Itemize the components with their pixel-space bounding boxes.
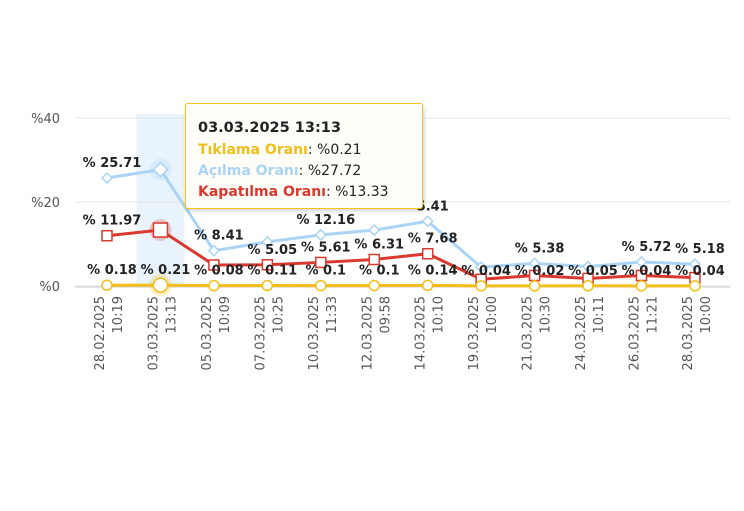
data-point [528,257,541,270]
series-line [106,283,695,288]
data-label: % 7.68 [408,232,458,247]
x-tick-time: 10:11 [592,296,607,333]
x-tick-time: 10:19 [111,296,126,333]
x-tick-date: 21.03.2025 [521,296,536,370]
y-tick-label: %20 [31,196,60,211]
data-point [315,256,327,269]
data-point [261,279,274,292]
tooltip-series-name: Kapatılma Oranı [198,184,326,200]
tooltip-series-name: Tıklama Oranı [198,142,308,158]
x-tick-time: 09:58 [378,296,393,333]
data-label: % 0.04 [622,264,672,279]
x-tick-time: 11:21 [646,296,661,333]
x-tick-date: 26.03.2025 [628,296,643,370]
data-point [368,253,380,266]
data-label: % 0.18 [87,263,137,278]
data-point [152,161,169,178]
hover-band [136,114,185,286]
x-tick-date: 10.03.2025 [307,296,322,370]
data-point [314,228,327,241]
tooltip-series-value: : %27.72 [298,163,362,179]
data-label: % 11.97 [83,214,142,229]
x-tick-date: 07.03.2025 [253,296,268,370]
x-tick-time: 10:00 [699,296,714,333]
data-point [635,255,648,269]
tooltip-row-tiklama: Tıklama Oranı: %0.21 [198,140,410,161]
data-point [100,171,114,185]
data-label: 5.41 [417,199,449,214]
x-tick-time: 10:00 [485,296,500,333]
tooltip-series-name: Açılma Oranı [198,163,299,179]
x-tick-date: 24.03.2025 [574,296,589,370]
data-label: % 0.04 [675,264,725,279]
x-tick-date: 28.03.2025 [681,296,696,370]
data-label: % 0.05 [568,264,618,279]
data-point [207,244,220,257]
x-tick-date: 28.02.2025 [93,296,108,370]
data-point [421,215,434,228]
data-point [208,279,220,292]
data-point [688,258,702,271]
data-label: % 5.61 [301,240,351,255]
x-tick-date: 05.03.2025 [200,296,215,370]
tooltip-series-value: : %0.21 [307,142,362,158]
series-line [106,168,696,269]
data-point [101,229,113,242]
data-point [315,279,327,292]
data-label: % 0.11 [248,264,298,279]
data-label: % 0.08 [194,264,244,279]
data-label: % 25.71 [83,156,142,171]
data-point [368,224,381,237]
data-point [689,280,701,292]
data-label: % 0.04 [461,264,511,279]
data-label: % 8.41 [194,229,244,244]
series-line [106,228,696,281]
data-label: % 5.05 [248,243,298,258]
x-tick-date: 19.03.2025 [467,296,482,370]
x-tick-date: 12.03.2025 [360,296,375,370]
data-point [581,260,595,273]
data-point [475,261,488,274]
data-label: % 0.1 [306,264,347,279]
data-point [528,280,541,292]
x-tick-time: 11:33 [325,296,340,333]
x-tick-date: 03.03.2025 [146,296,161,370]
data-point [421,279,434,292]
data-point [152,222,169,238]
data-label: % 6.31 [354,237,404,252]
x-tick-time: 13:13 [164,296,179,333]
data-point [368,279,380,292]
x-tick-time: 10:09 [218,296,233,333]
data-point [101,279,113,291]
tooltip-title: 03.03.2025 13:13 [198,120,341,136]
x-tick-time: 10:30 [539,296,554,333]
x-tick-time: 10:25 [271,296,286,333]
data-label: % 0.14 [408,263,458,278]
data-point [475,280,487,292]
data-point [208,259,220,271]
data-label: % 5.72 [622,240,672,255]
data-point [582,280,594,292]
tooltip-series-value: : %13.33 [325,184,389,200]
data-label: % 5.18 [675,242,725,257]
tooltip-row-acilma: Açılma Oranı: %27.72 [198,161,410,182]
data-point [635,280,648,292]
chart-tooltip: 03.03.2025 13:13 Tıklama Oranı: %0.21 Aç… [185,103,423,209]
data-point [261,235,274,248]
y-tick-label: %40 [31,112,60,127]
x-tick-time: 10:10 [432,296,447,333]
data-label: % 0.21 [141,263,191,278]
data-label: % 0.02 [515,264,565,279]
y-tick-label: %0 [39,280,60,295]
data-point [421,247,434,260]
data-label: % 0.1 [359,264,400,279]
x-tick-date: 14.03.2025 [414,296,429,370]
tooltip-row-kapatilma: Kapatılma Oranı: %13.33 [198,182,410,203]
data-label: % 5.38 [515,241,565,256]
data-point [261,259,274,271]
data-point [152,277,169,293]
data-label: % 12.16 [296,213,355,228]
